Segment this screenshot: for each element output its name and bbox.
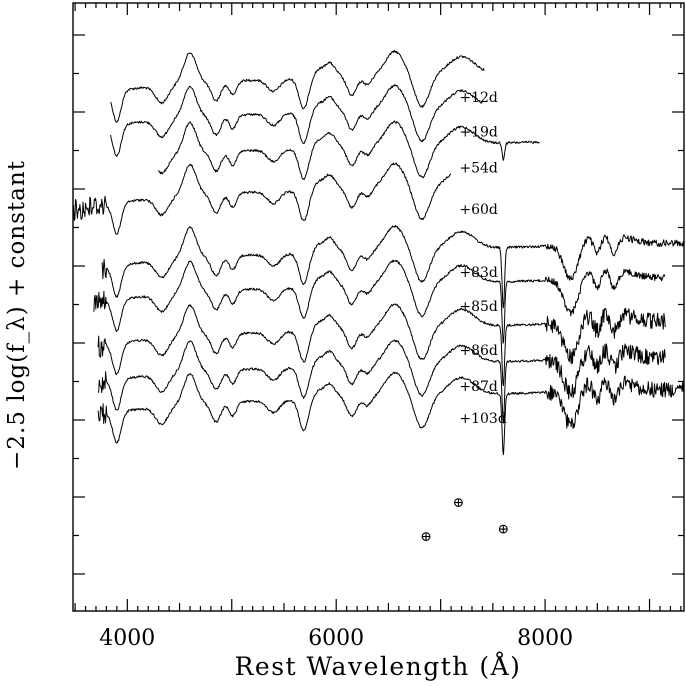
spectra-group [72, 50, 685, 456]
spectrum-line [97, 371, 685, 456]
epoch-label: +12d [459, 90, 498, 106]
x-tick-label: 6000 [308, 626, 364, 651]
x-axis-label: Rest Wavelength (Å) [235, 651, 522, 681]
spectrum-line [97, 303, 666, 387]
spectrum-line [158, 120, 540, 181]
spectrum-line [97, 339, 666, 424]
spectrum-line [72, 162, 452, 235]
epoch-label: +87d [459, 379, 498, 395]
telluric-marker: ⊕ [497, 521, 509, 537]
spectrum-line [110, 84, 483, 157]
plot-frame [72, 2, 685, 612]
epoch-label: +19d [459, 124, 498, 140]
epoch-label: +54d [459, 160, 498, 176]
x-tick-labels: 4000 6000 8000 [99, 626, 573, 651]
epoch-labels: +12d +19d +54d +60d +83d +85d +86d +87d +103d [459, 90, 506, 427]
epoch-label: +86d [459, 343, 498, 359]
y-axis-label: −2.5 log(f_λ) + constant [4, 160, 30, 470]
axis-ticks [73, 3, 684, 611]
telluric-marker: ⊕ [453, 495, 465, 511]
epoch-label: +83d [459, 265, 498, 281]
spectrum-line [110, 50, 485, 123]
spectrum-line [93, 259, 666, 344]
telluric-markers: ⊕ ⊕ ⊕ [420, 495, 509, 545]
x-tick-label: 8000 [517, 626, 573, 651]
telluric-marker: ⊕ [420, 529, 432, 545]
epoch-label: +60d [459, 202, 498, 218]
epoch-label: +85d [459, 299, 498, 315]
spectrum-line [101, 224, 685, 309]
epoch-label: +103d [459, 411, 506, 427]
x-tick-label: 4000 [99, 626, 155, 651]
